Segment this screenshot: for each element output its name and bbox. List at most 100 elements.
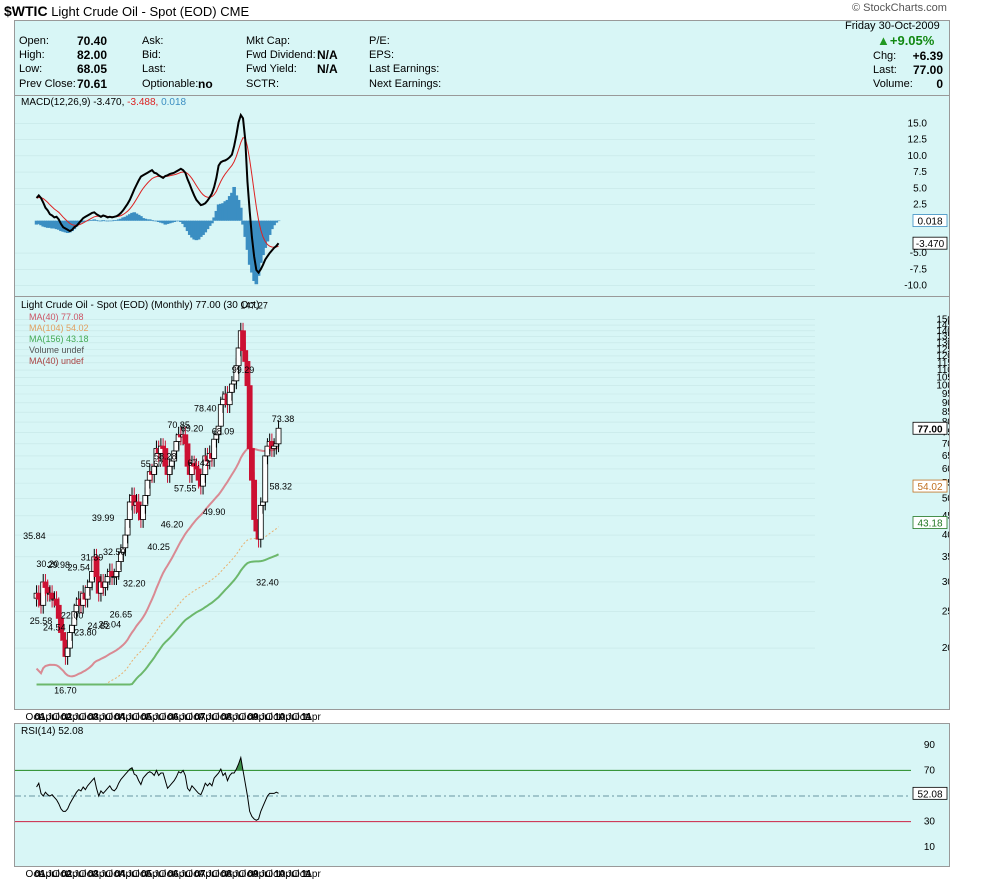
macd-histogram-bar bbox=[205, 220, 210, 230]
price-annotation: 40.25 bbox=[147, 542, 170, 552]
macd-tick-label: 2.5 bbox=[913, 199, 927, 210]
x-tick-label: 07 bbox=[194, 712, 206, 723]
macd-histogram-bar bbox=[183, 220, 188, 228]
macd-histogram-bar bbox=[230, 192, 234, 221]
ma156-line bbox=[36, 553, 279, 686]
price-annotation: 26.65 bbox=[110, 609, 133, 619]
macd-histogram-bar bbox=[139, 216, 143, 221]
price-title: Light Crude Oil - Spot (EOD) (Monthly) 7… bbox=[21, 300, 259, 311]
x-tick-label: Apr bbox=[225, 712, 241, 723]
price-annotation: 49.90 bbox=[203, 507, 226, 517]
pct-change: ▲+9.05% bbox=[877, 33, 935, 48]
macd-histogram-bar bbox=[92, 219, 97, 221]
macd-histogram-bar bbox=[136, 214, 141, 221]
instrument-name: Light Crude Oil - Spot (EOD) bbox=[51, 4, 217, 19]
brand-watermark: © StockCharts.com bbox=[852, 2, 947, 14]
macd-tick-label: 12.5 bbox=[908, 135, 928, 146]
macd-histogram-bar bbox=[221, 203, 225, 221]
macd-histogram-bar bbox=[154, 220, 159, 222]
macd-histogram-bar bbox=[83, 220, 88, 222]
price-annotation: 70.85 bbox=[167, 420, 190, 430]
fwd-yield-label: Fwd Yield: bbox=[246, 63, 297, 75]
price-annotation: 23.80 bbox=[74, 628, 97, 638]
x-tick-label: Oct bbox=[105, 869, 121, 880]
macd-value-label: -3.470 bbox=[916, 239, 945, 250]
macd-histogram-bar bbox=[174, 220, 179, 222]
macd-histogram-bar bbox=[196, 220, 201, 240]
ma40-line bbox=[35, 446, 280, 678]
x-tick-label: Oct bbox=[132, 712, 148, 723]
macd-histogram-bar bbox=[190, 220, 194, 238]
price-value-label: 54.02 bbox=[917, 482, 942, 493]
macd-tick-label: 10.0 bbox=[908, 151, 928, 162]
macd-histogram-bar bbox=[232, 186, 236, 221]
price-tick-label: 40 bbox=[942, 530, 949, 541]
x-tick-label: 02 bbox=[61, 869, 73, 880]
macd-histogram-bar bbox=[114, 220, 119, 221]
chg-label: Chg: bbox=[873, 50, 897, 62]
x-tick-label: Oct bbox=[265, 869, 281, 880]
macd-histogram-bar bbox=[256, 220, 261, 276]
x-axis-price: Oct01AprJulOct02AprJulOct03AprJulOct04Ap… bbox=[26, 712, 322, 723]
price-tick-label: 125 bbox=[936, 344, 949, 355]
macd-histogram-bar bbox=[88, 220, 92, 221]
macd-histogram-bar bbox=[48, 220, 52, 228]
price-tick-label: 95 bbox=[942, 389, 949, 400]
prev-close-label: Prev Close: bbox=[19, 78, 76, 90]
x-tick-label: Oct bbox=[185, 712, 201, 723]
macd-histogram-bar bbox=[150, 220, 154, 221]
sctr-label: SCTR: bbox=[246, 78, 279, 90]
x-tick-label: Apr bbox=[119, 869, 135, 880]
macd-histogram-bar bbox=[185, 220, 190, 232]
macd-label-signal: -3.488, bbox=[127, 97, 161, 108]
x-tick-label: Jul bbox=[100, 712, 113, 723]
x-tick-label: Jul bbox=[233, 869, 246, 880]
price-annotation: 99.29 bbox=[232, 365, 255, 375]
macd-histogram-bar bbox=[156, 220, 161, 222]
x-tick-label: Oct bbox=[159, 712, 175, 723]
macd-histogram-bar bbox=[167, 220, 172, 224]
macd-histogram-bar bbox=[68, 220, 72, 233]
price-annotation: 32.50 bbox=[103, 547, 126, 557]
macd-histogram-bar bbox=[265, 220, 270, 242]
price-tick-label: 25 bbox=[942, 607, 949, 618]
macd-histogram-bar bbox=[52, 220, 57, 229]
x-tick-label: 09 bbox=[248, 869, 260, 880]
x-tick-label: Jul bbox=[100, 869, 113, 880]
rsi-tick-label: 90 bbox=[924, 740, 936, 751]
volume-label: Volume: bbox=[873, 78, 913, 90]
macd-label: MACD(12,26,9) -3.470, -3.488, 0.018 bbox=[21, 97, 187, 108]
macd-histogram-bar bbox=[121, 217, 125, 221]
symbol: $WTIC bbox=[4, 3, 48, 19]
macd-histogram-bar bbox=[243, 220, 248, 237]
x-tick-label: 08 bbox=[221, 869, 233, 880]
x-tick-label: Oct bbox=[239, 712, 255, 723]
price-annotation: 78.40 bbox=[194, 403, 217, 413]
macd-histogram-bar bbox=[123, 216, 128, 221]
macd-histogram-bar bbox=[112, 220, 117, 221]
macd-histogram-bar bbox=[254, 220, 259, 285]
legend-entry: MA(156) 43.18 bbox=[29, 334, 89, 344]
price-annotation: 32.40 bbox=[256, 577, 279, 587]
macd-histogram-bar bbox=[41, 220, 46, 227]
macd-histogram-bar bbox=[263, 220, 268, 248]
macd-histogram-bar bbox=[241, 220, 245, 225]
macd-histogram-bar bbox=[192, 220, 196, 240]
macd-histogram-bar bbox=[194, 220, 199, 241]
x-tick-label: Oct bbox=[52, 869, 68, 880]
macd-tick-label: -7.5 bbox=[910, 264, 928, 275]
x-tick-label: Oct bbox=[105, 712, 121, 723]
macd-histogram-bar bbox=[94, 220, 99, 221]
macd-histogram-bar bbox=[212, 217, 216, 221]
x-tick-label: Jul bbox=[260, 712, 273, 723]
macd-histogram-bar bbox=[36, 220, 41, 224]
price-value-label: 77.00 bbox=[917, 424, 942, 435]
x-tick-label: Apr bbox=[66, 869, 82, 880]
price-annotation: 147.27 bbox=[240, 301, 268, 311]
x-tick-label: Oct bbox=[79, 712, 95, 723]
price-annotation: 39.99 bbox=[92, 513, 115, 523]
macd-histogram-bar bbox=[105, 220, 110, 222]
high-value: 82.00 bbox=[77, 48, 108, 62]
macd-tick-label: 7.5 bbox=[913, 167, 927, 178]
x-tick-label: 04 bbox=[114, 712, 126, 723]
